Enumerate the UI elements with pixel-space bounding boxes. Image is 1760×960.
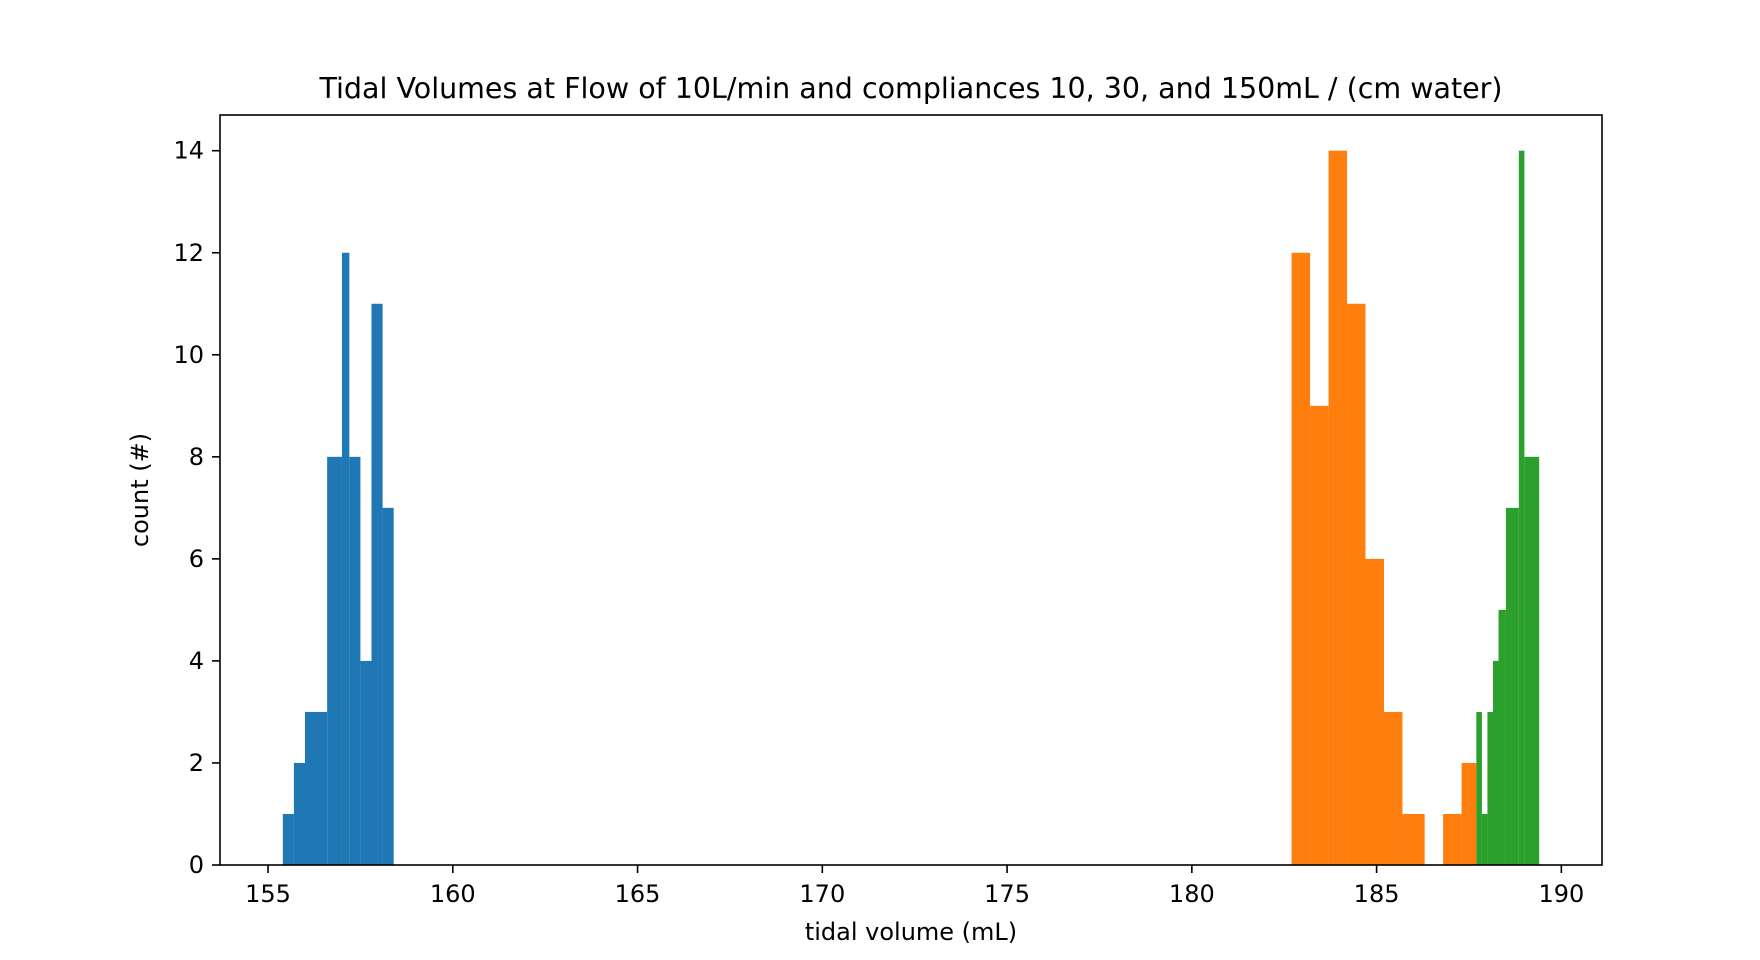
histogram-bar: [293, 762, 305, 865]
histogram-bar: [349, 456, 361, 865]
y-tick-label: 12: [173, 239, 204, 267]
y-tick-label: 6: [189, 545, 204, 573]
x-tick-label: 160: [430, 880, 476, 908]
histogram-bar: [1487, 711, 1493, 865]
x-tick-label: 170: [799, 880, 845, 908]
y-tick-label: 0: [189, 851, 204, 879]
y-tick-label: 14: [173, 137, 204, 165]
histogram-bar: [282, 813, 294, 865]
plot-frame: [219, 114, 1603, 866]
histogram-bar: [1347, 303, 1366, 865]
histogram-bar: [327, 456, 342, 865]
histogram-bar: [1492, 660, 1499, 865]
histogram-bar: [1383, 711, 1403, 865]
histogram-bar: [1524, 456, 1540, 865]
x-axis-label: tidal volume (mL): [805, 918, 1017, 946]
y-tick-label: 10: [173, 341, 204, 369]
x-tick-label: 190: [1538, 880, 1584, 908]
histogram-bar: [1291, 252, 1311, 865]
histogram-bar: [360, 660, 372, 865]
histogram-series-3: [1476, 150, 1540, 865]
histogram-bar: [1518, 150, 1525, 865]
histogram-bar: [1402, 813, 1425, 865]
histogram-bar: [1310, 405, 1329, 865]
axes-layer: 155 160 165 170 175 180 185 190 0 2 4 6 8 10 12 14: [173, 114, 1603, 908]
y-tick-label: 8: [189, 443, 204, 471]
histogram-series-2: [1291, 150, 1477, 865]
histogram-bar: [304, 711, 328, 865]
x-tick-label: 165: [615, 880, 661, 908]
histogram-bar: [341, 252, 350, 865]
y-axis-label: count (#): [126, 433, 154, 547]
histogram-bar: [1365, 558, 1384, 865]
histogram-bar: [371, 303, 383, 865]
histogram-bar: [1505, 507, 1519, 865]
histogram-bar: [1476, 711, 1482, 865]
x-tick-label: 180: [1169, 880, 1215, 908]
y-tick-label: 4: [189, 647, 204, 675]
histogram-bar: [1481, 813, 1488, 865]
histogram-bar: [1328, 150, 1348, 865]
x-tick-label: 185: [1354, 880, 1400, 908]
bars-layer: [282, 150, 1540, 865]
x-tick-label: 155: [245, 880, 291, 908]
chart-title: Tidal Volumes at Flow of 10L/min and com…: [318, 72, 1502, 105]
histogram-series-1: [282, 252, 394, 865]
histogram-bar: [1461, 762, 1477, 865]
y-tick-label: 2: [189, 749, 204, 777]
x-tick-label: 175: [984, 880, 1030, 908]
histogram-bar: [1498, 609, 1506, 865]
histogram-bar: [382, 507, 394, 865]
histogram-bar: [1443, 813, 1462, 865]
